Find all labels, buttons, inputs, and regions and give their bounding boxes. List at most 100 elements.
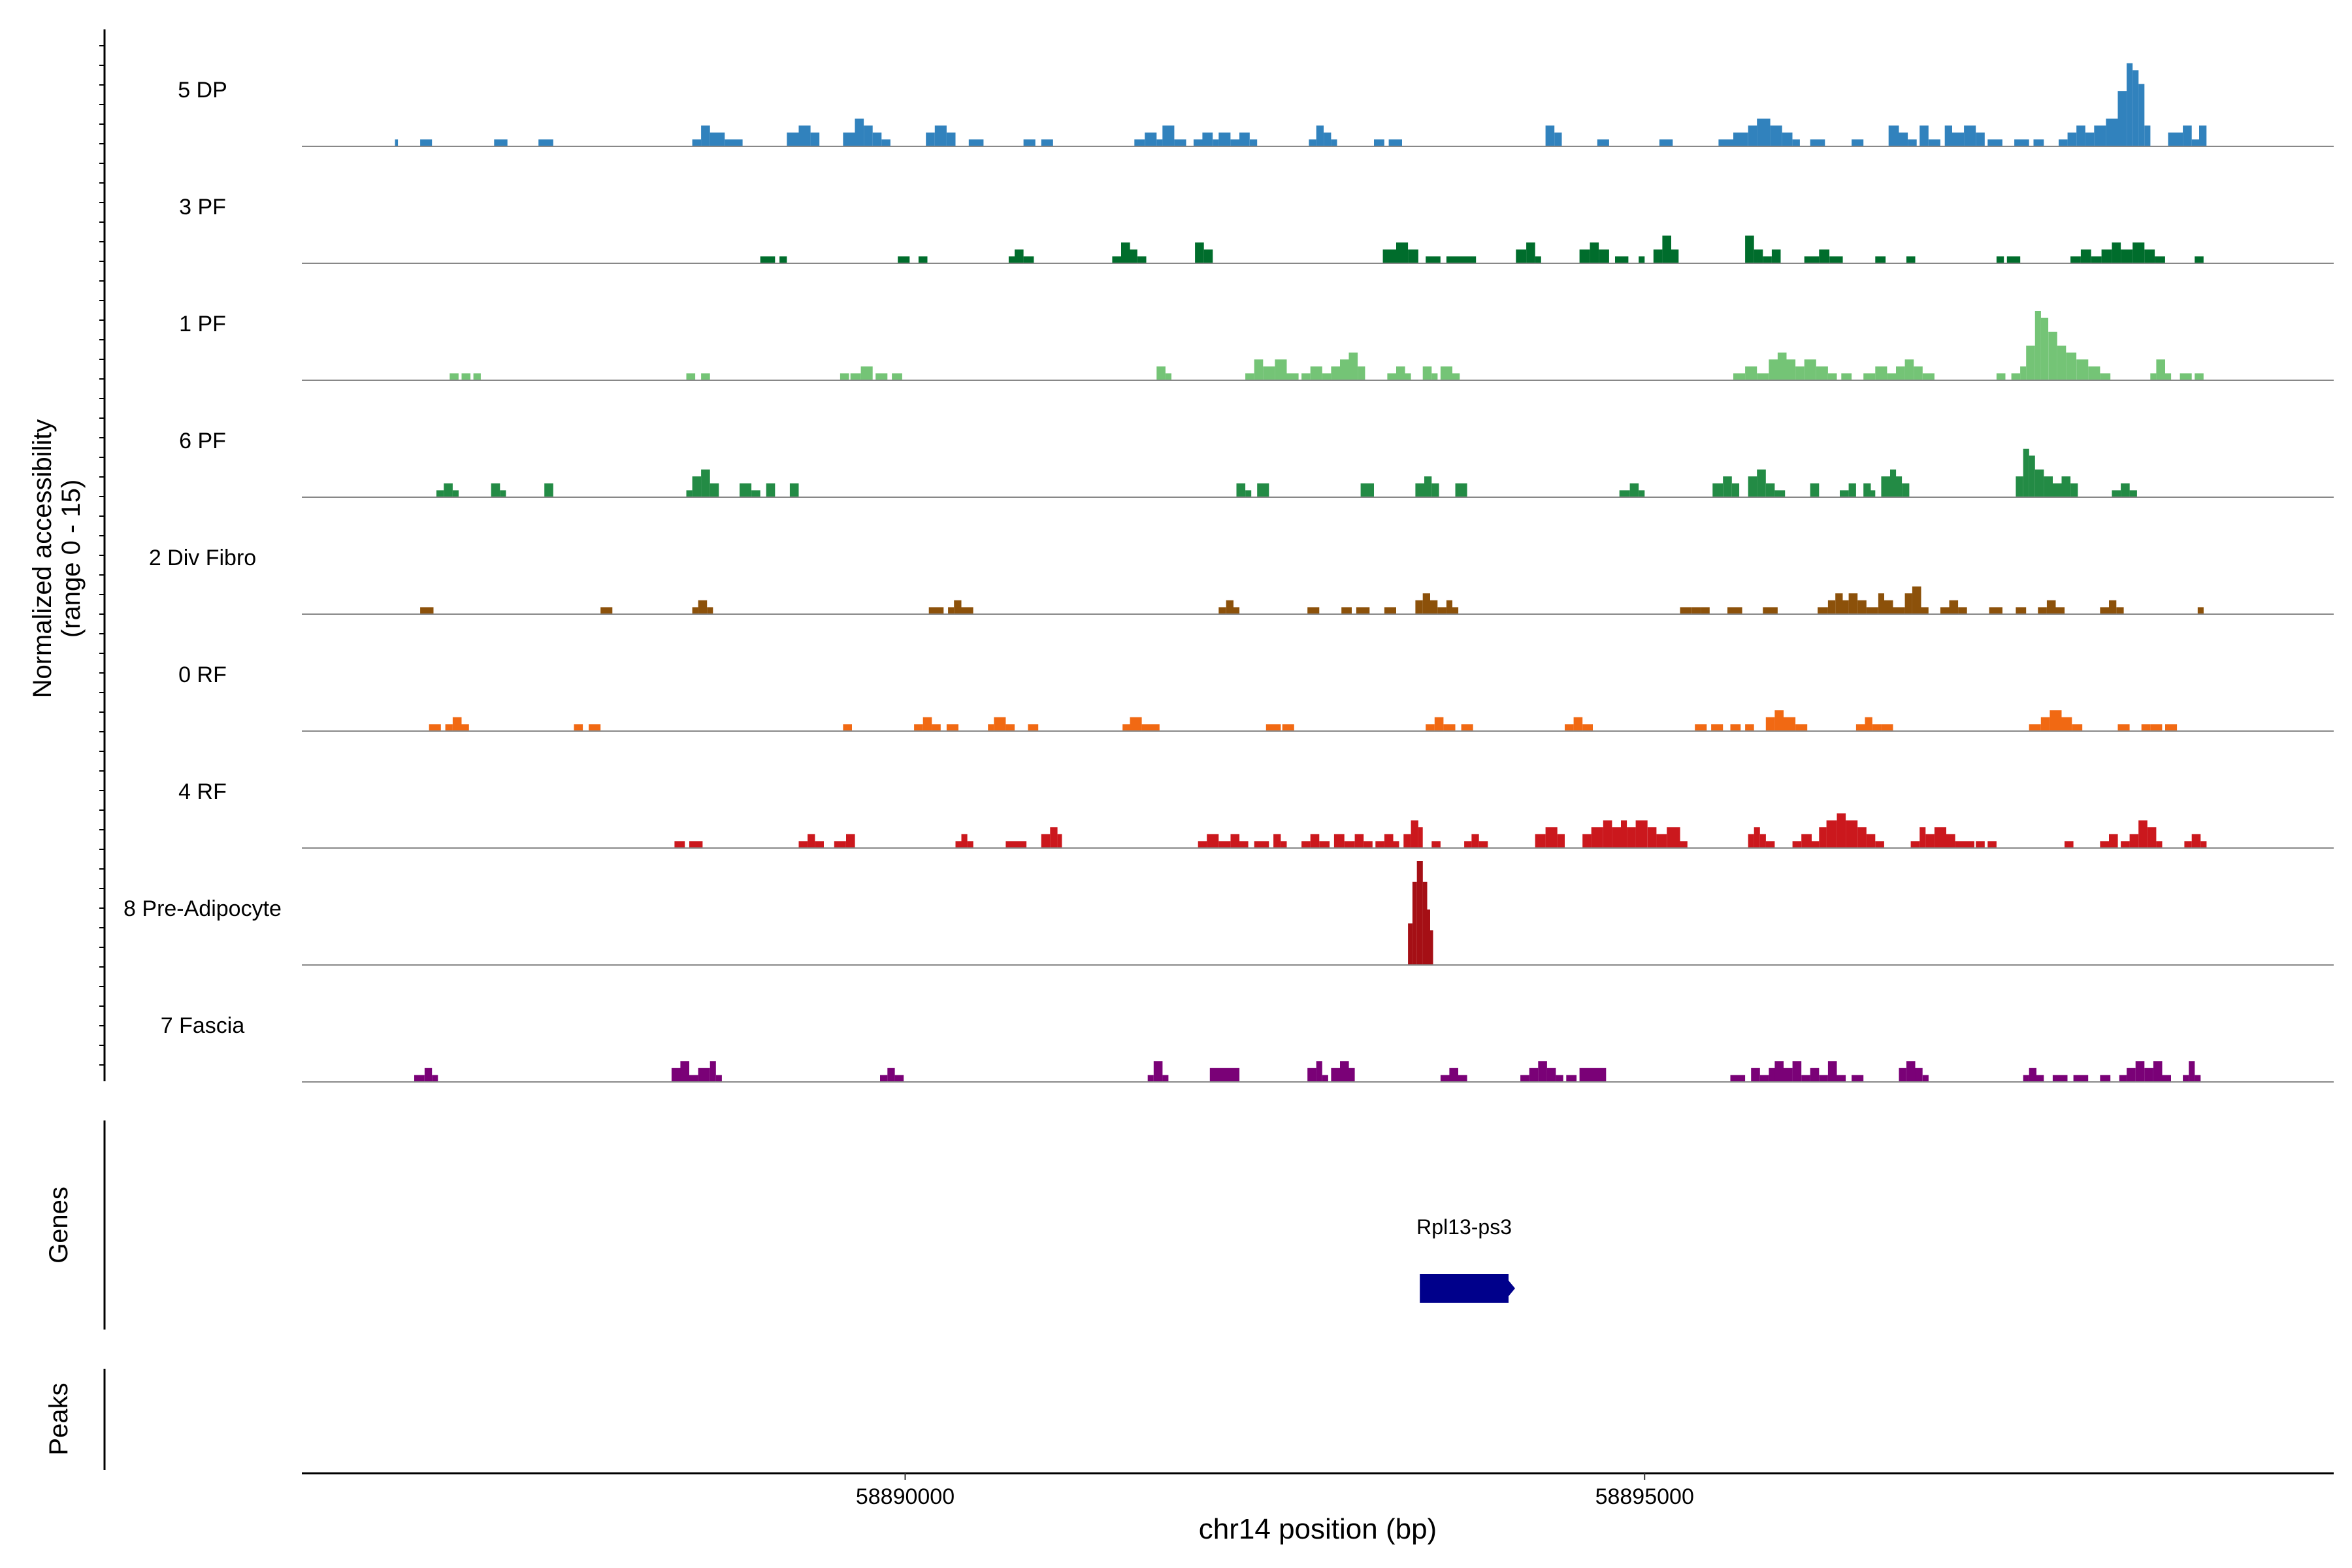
coverage-bar (1162, 1075, 1169, 1082)
coverage-bar (1263, 366, 1275, 380)
coverage-bar (436, 490, 444, 497)
coverage-bar (725, 139, 743, 146)
coverage-bar (1765, 841, 1775, 848)
coverage-bar (766, 483, 776, 497)
coverage-bar (692, 607, 698, 614)
coverage-bar (1711, 724, 1723, 731)
coverage-bar (961, 834, 968, 848)
coverage-bar (1005, 841, 1018, 848)
coverage-bar (2195, 1075, 2201, 1082)
coverage-bar (1422, 593, 1430, 614)
coverage-bar (1348, 352, 1358, 380)
coverage-bar (1837, 813, 1846, 848)
coverage-bar (1360, 483, 1374, 497)
coverage-bar (1245, 490, 1252, 497)
coverage-bar (2100, 607, 2109, 614)
coverage-bar (2183, 125, 2192, 146)
coverage-bar (1254, 841, 1269, 848)
coverage-bar (1701, 607, 1710, 614)
coverage-bar (1872, 724, 1882, 731)
coverage-bar (1430, 600, 1438, 614)
coverage-bar (429, 724, 441, 731)
coverage-bar (1431, 483, 1439, 497)
coverage-bar (2038, 607, 2047, 614)
coverage-bar (1914, 366, 1923, 380)
coverage-bar (1331, 366, 1340, 380)
coverage-bar (1759, 1075, 1769, 1082)
coverage-bar (946, 132, 956, 146)
coverage-bar (1137, 256, 1147, 263)
coverage-bar (2156, 841, 2163, 848)
coverage-bar (1774, 710, 1784, 731)
coverage-bar (875, 373, 888, 380)
coverage-bar (444, 483, 453, 497)
coverage-bar (2046, 600, 2056, 614)
track-label: 6 PF (179, 429, 226, 453)
coverage-bar (2197, 607, 2204, 614)
coverage-bar (2184, 841, 2192, 848)
coverage-bar (1902, 483, 1910, 497)
coverage-bar (1358, 366, 1365, 380)
coverage-bar (2055, 607, 2065, 614)
coverage-bar (1774, 1061, 1784, 1082)
coverage-bar (2168, 132, 2183, 146)
coverage-bar (1751, 1068, 1760, 1082)
coverage-bar (1310, 834, 1320, 848)
coverage-bar (1582, 724, 1593, 731)
coverage-bar (2059, 139, 2068, 146)
coverage-bar (1203, 249, 1213, 263)
coverage-bar (1848, 483, 1856, 497)
coverage-bar (1829, 256, 1843, 263)
coverage-bar (1340, 1061, 1349, 1082)
coverage-bar (1375, 841, 1384, 848)
coverage-bar (1403, 834, 1411, 848)
coverage-bar (1415, 483, 1424, 497)
coverage-bar (894, 1075, 904, 1082)
coverage-bar (1520, 1075, 1529, 1082)
coverage-bar (2129, 834, 2139, 848)
coverage-bar (2034, 311, 2041, 380)
coverage-bar (1207, 834, 1219, 848)
coverage-bar (1727, 607, 1742, 614)
coverage-bar (1230, 834, 1240, 848)
coverage-bar (1827, 373, 1837, 380)
coverage-bar (2150, 373, 2157, 380)
coverage-bar (538, 139, 553, 146)
coverage-bar (1430, 930, 1433, 965)
coverage-bar (701, 469, 710, 497)
coverage-bar (1028, 724, 1039, 731)
coverage-bar (968, 139, 984, 146)
coverage-bar (918, 256, 928, 263)
coverage-bar (1748, 125, 1757, 146)
coverage-bar (2057, 346, 2066, 380)
coverage-bar (1422, 881, 1428, 965)
coverage-bar (1629, 483, 1639, 497)
coverage-bar (473, 373, 481, 380)
coverage-bar (934, 125, 947, 146)
track-label: 0 RF (178, 662, 227, 687)
coverage-bar (2141, 724, 2151, 731)
coverage-bar (1671, 249, 1679, 263)
coverage-bar (1130, 249, 1137, 263)
coverage-bar (1437, 607, 1446, 614)
coverage-bar (2147, 827, 2157, 848)
coverage-bar (1621, 820, 1627, 848)
coverage-bar (1819, 1075, 1828, 1082)
coverage-bar (1384, 834, 1394, 848)
track-label: 1 PF (179, 312, 226, 336)
coverage-bar (1545, 827, 1558, 848)
track-label: 2 Div Fibro (149, 546, 256, 570)
coverage-bar (1863, 483, 1871, 497)
coverage-bar (1384, 607, 1396, 614)
coverage-bar (1565, 724, 1574, 731)
coverage-bar (1912, 586, 1921, 614)
coverage-bar (1612, 827, 1621, 848)
coverage-bar (1934, 827, 1946, 848)
coverage-bar (2072, 724, 2083, 731)
coverage-bar (1557, 834, 1565, 848)
coverage-bar (1899, 1068, 1906, 1082)
coverage-bar (2132, 70, 2139, 146)
coverage-bar (2183, 1075, 2189, 1082)
coverage-bar (1884, 600, 1893, 614)
coverage-bar (1226, 600, 1233, 614)
